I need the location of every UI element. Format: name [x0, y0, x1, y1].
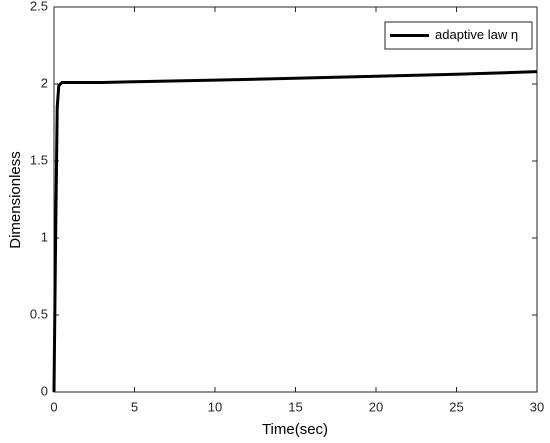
plot-area [53, 6, 538, 393]
y-tick-label: 2 [41, 75, 48, 90]
x-tick-label: 5 [131, 399, 138, 414]
y-tick-label: 1.5 [30, 152, 48, 167]
y-tick-label: 0 [41, 383, 48, 398]
y-tick-label: 0.5 [30, 306, 48, 321]
x-tick-label: 20 [369, 399, 383, 414]
x-tick-label: 10 [208, 399, 222, 414]
x-tick-label: 0 [50, 399, 57, 414]
y-tick-label: 2.5 [30, 0, 48, 13]
x-tick-label: 25 [449, 399, 463, 414]
x-axis-label: Time(sec) [262, 421, 328, 438]
data-line [52, 70, 538, 393]
x-tick-label: 15 [288, 399, 302, 414]
y-axis-label: Dimensionless [7, 151, 24, 249]
y-tick-label: 1 [41, 229, 48, 244]
legend-label: adaptive law η [435, 27, 518, 42]
x-tick-label: 30 [530, 399, 544, 414]
